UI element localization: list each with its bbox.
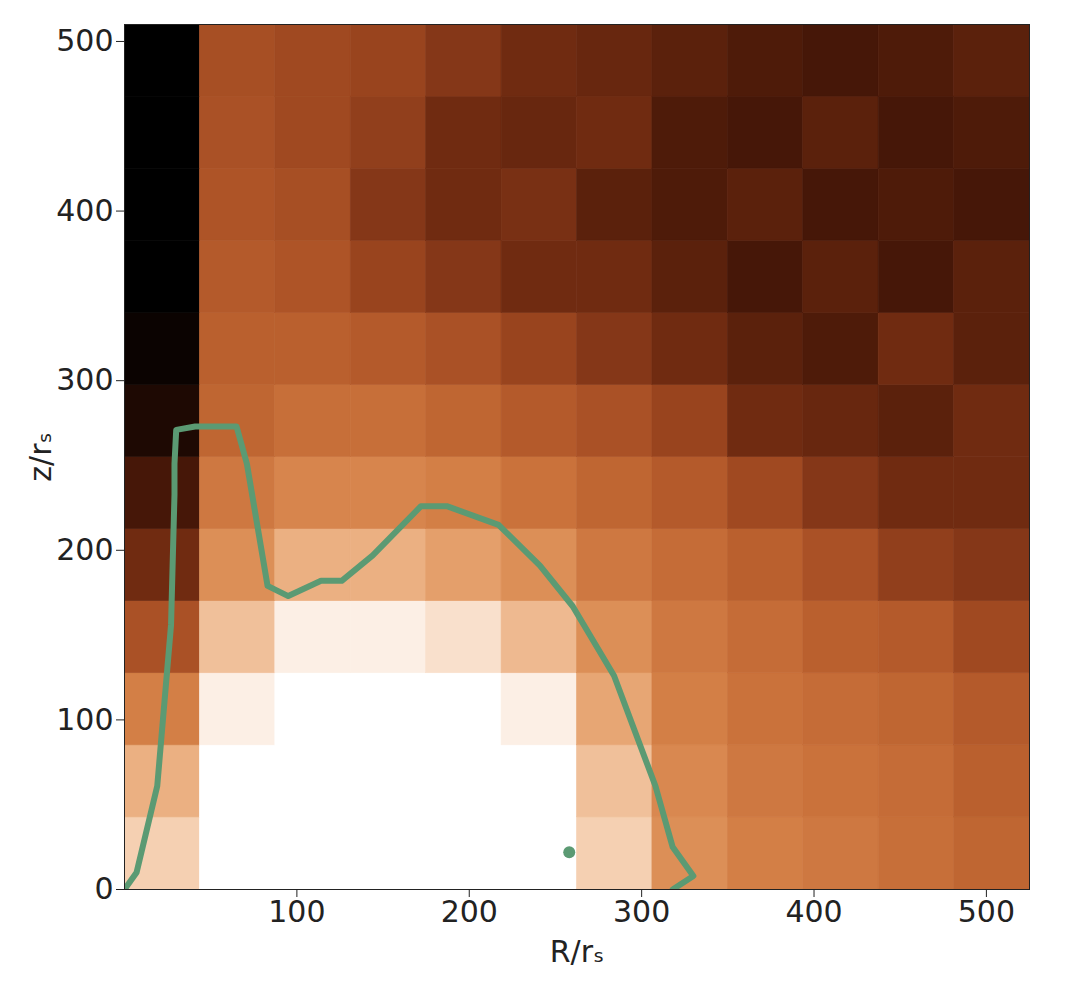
svg-text:500: 500 xyxy=(56,23,113,58)
svg-text:500: 500 xyxy=(958,894,1015,929)
svg-text:z/rₛ: z/rₛ xyxy=(23,432,58,481)
svg-text:200: 200 xyxy=(56,532,113,567)
svg-text:300: 300 xyxy=(56,362,113,397)
svg-text:100: 100 xyxy=(268,894,325,929)
svg-text:200: 200 xyxy=(441,894,498,929)
svg-text:400: 400 xyxy=(56,193,113,228)
svg-text:R/rₛ: R/rₛ xyxy=(550,934,604,969)
svg-text:0: 0 xyxy=(94,871,113,906)
svg-text:100: 100 xyxy=(56,701,113,736)
svg-text:300: 300 xyxy=(613,894,670,929)
svg-text:400: 400 xyxy=(785,894,842,929)
